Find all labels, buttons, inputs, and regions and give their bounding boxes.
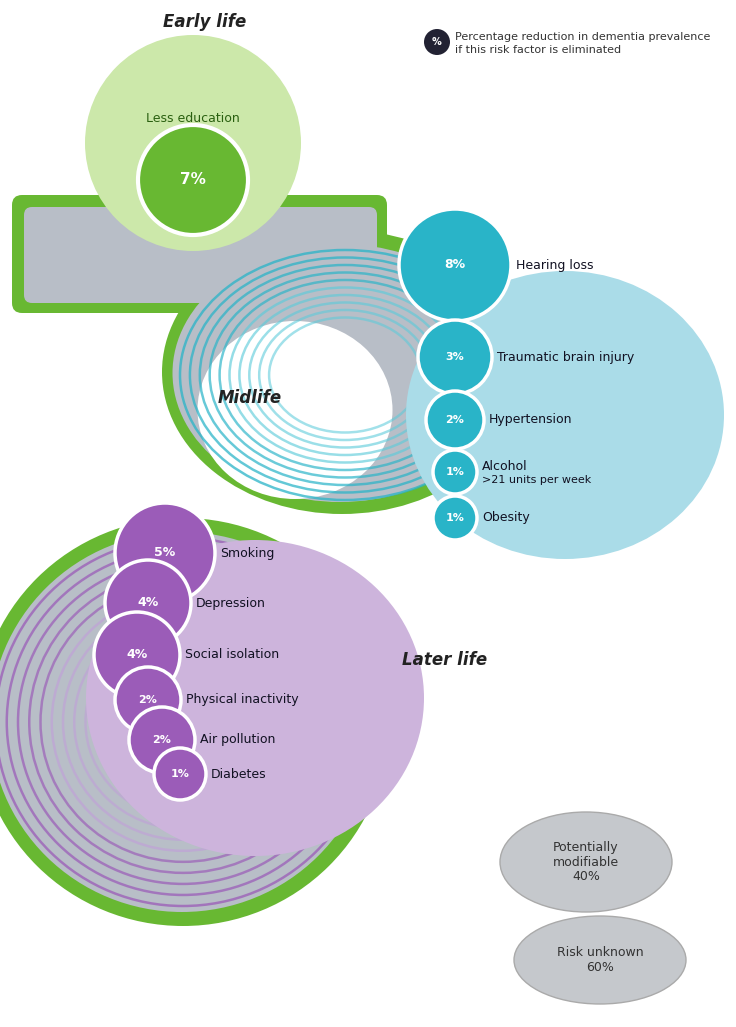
Text: 2%: 2%	[152, 735, 171, 745]
Circle shape	[426, 391, 484, 449]
Text: Alcohol: Alcohol	[482, 459, 528, 472]
Circle shape	[105, 560, 191, 646]
Circle shape	[129, 707, 195, 773]
Text: if this risk factor is eliminated: if this risk factor is eliminated	[455, 45, 621, 55]
Circle shape	[85, 35, 301, 251]
Text: Hearing loss: Hearing loss	[516, 259, 593, 271]
Circle shape	[115, 667, 181, 733]
Circle shape	[433, 450, 477, 494]
Ellipse shape	[205, 605, 415, 805]
Circle shape	[115, 503, 215, 603]
Text: Later life: Later life	[403, 651, 487, 669]
Text: Early life: Early life	[163, 13, 247, 31]
Circle shape	[418, 320, 492, 394]
Text: Less education: Less education	[146, 112, 240, 124]
Text: 1%: 1%	[445, 514, 464, 523]
Circle shape	[94, 612, 180, 698]
Ellipse shape	[162, 230, 522, 514]
Text: 2%: 2%	[445, 415, 464, 425]
Circle shape	[424, 29, 450, 55]
FancyBboxPatch shape	[12, 195, 387, 313]
Ellipse shape	[0, 532, 374, 912]
Ellipse shape	[172, 244, 508, 502]
Circle shape	[399, 210, 511, 321]
Ellipse shape	[406, 271, 724, 559]
Ellipse shape	[197, 321, 392, 499]
Text: Social isolation: Social isolation	[185, 648, 279, 661]
Text: Air pollution: Air pollution	[200, 733, 275, 747]
Text: Potentially
modifiable
40%: Potentially modifiable 40%	[553, 840, 619, 883]
Text: 8%: 8%	[445, 259, 466, 271]
Text: 4%: 4%	[127, 648, 148, 661]
FancyBboxPatch shape	[24, 207, 377, 303]
Text: Physical inactivity: Physical inactivity	[186, 693, 299, 707]
Ellipse shape	[514, 916, 686, 1004]
Ellipse shape	[0, 518, 389, 926]
Text: Hypertension: Hypertension	[489, 414, 573, 426]
Text: %: %	[432, 37, 442, 47]
Ellipse shape	[500, 812, 672, 912]
Circle shape	[433, 496, 477, 540]
Circle shape	[154, 748, 206, 800]
Text: Risk unknown
60%: Risk unknown 60%	[556, 946, 643, 974]
Text: 4%: 4%	[138, 597, 159, 609]
Text: Smoking: Smoking	[220, 546, 275, 560]
Text: Traumatic brain injury: Traumatic brain injury	[497, 350, 634, 364]
Text: Depression: Depression	[196, 597, 266, 609]
Text: 5%: 5%	[155, 546, 176, 560]
Text: 3%: 3%	[445, 352, 464, 362]
Text: 7%: 7%	[180, 173, 206, 188]
Text: Midlife: Midlife	[218, 389, 282, 407]
Circle shape	[138, 125, 248, 235]
Text: >21 units per week: >21 units per week	[482, 476, 591, 485]
Text: 1%: 1%	[171, 769, 189, 779]
Ellipse shape	[86, 540, 424, 855]
Text: Diabetes: Diabetes	[211, 767, 266, 781]
Text: Obesity: Obesity	[482, 511, 530, 525]
Text: Percentage reduction in dementia prevalence: Percentage reduction in dementia prevale…	[455, 32, 710, 42]
Text: 1%: 1%	[445, 467, 464, 477]
Text: 2%: 2%	[138, 695, 158, 705]
